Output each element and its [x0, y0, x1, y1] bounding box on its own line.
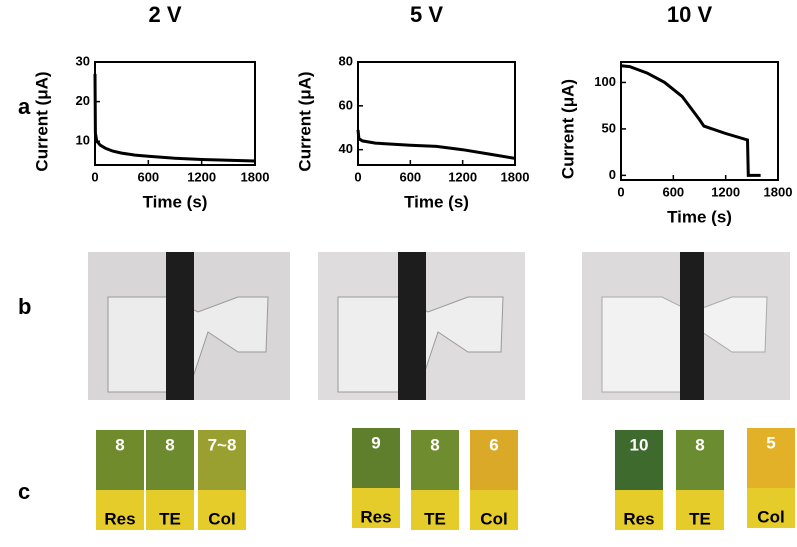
ph-strip: 6 Col [470, 430, 518, 530]
ph-strip: 8 TE [676, 430, 724, 530]
data-line [620, 64, 761, 177]
data-line [93, 73, 256, 163]
strip-name: Res [104, 509, 135, 528]
strip-bottom [411, 490, 459, 530]
ph-strip: 7~8 Col [198, 430, 246, 530]
strip-top [146, 430, 194, 490]
y-tick-label: 60 [339, 97, 353, 112]
x-tick-label: 1200 [448, 169, 477, 184]
strip-bottom [352, 488, 400, 528]
strip-bottom [198, 490, 246, 530]
x-tick-label: 0 [617, 184, 624, 199]
chart-title: 2 V [148, 2, 181, 27]
strip-top [198, 430, 246, 490]
panel-label: b [18, 294, 31, 319]
strip-bottom [615, 490, 663, 530]
ph-strip: 8 TE [146, 430, 194, 530]
strip-value: 8 [430, 435, 439, 454]
strip-value: 10 [630, 435, 649, 454]
x-tick-label: 1200 [187, 169, 216, 184]
strip-name: TE [159, 509, 181, 528]
strip-top [615, 430, 663, 490]
strip-bottom [146, 490, 194, 530]
strip-value: 8 [165, 435, 174, 454]
strip-name: Col [208, 509, 235, 528]
x-axis-label: Time (s) [404, 192, 469, 211]
panel-label: a [18, 94, 31, 119]
strip-name: Col [757, 507, 784, 526]
x-tick-label: 1200 [711, 184, 740, 199]
strip-top [352, 428, 400, 488]
strip-value: 9 [371, 433, 380, 452]
strip-name: Res [360, 507, 391, 526]
ph-strip: 9 Res [352, 428, 400, 528]
x-axis-label: Time (s) [667, 207, 732, 226]
x-tick-label: 1800 [241, 169, 270, 184]
strip-value: 7~8 [208, 435, 237, 454]
strip-bottom [676, 490, 724, 530]
y-tick-label: 30 [76, 53, 90, 68]
y-axis-label: Current (μA) [558, 79, 577, 179]
plot-frame [357, 61, 516, 166]
x-tick-label: 600 [137, 169, 159, 184]
y-tick-label: 100 [594, 74, 616, 89]
x-tick-label: 0 [91, 169, 98, 184]
x-tick-label: 0 [354, 169, 361, 184]
ph-strip: 8 TE [411, 430, 459, 530]
plot-frame [620, 61, 779, 181]
strip-top [676, 430, 724, 490]
strip-name: Res [623, 509, 654, 528]
chart-title: 10 V [667, 2, 713, 27]
data-line [356, 129, 516, 160]
strip-name: TE [689, 509, 711, 528]
ph-strip: 10 Res [615, 430, 663, 530]
ph-strip: 5 Col [747, 428, 795, 528]
x-tick-label: 1800 [501, 169, 530, 184]
plot-frame [94, 61, 256, 166]
strip-bottom [470, 490, 518, 530]
x-tick-label: 600 [399, 169, 421, 184]
strip-top [411, 430, 459, 490]
y-tick-label: 40 [339, 141, 353, 156]
strip-value: 8 [695, 435, 704, 454]
strip-bottom [96, 490, 144, 530]
x-axis-label: Time (s) [143, 192, 208, 211]
strip-name: TE [424, 509, 446, 528]
ph-strip: 8 Res [96, 430, 144, 530]
x-tick-label: 600 [662, 184, 684, 199]
strip-bottom [747, 488, 795, 528]
strip-value: 8 [115, 435, 124, 454]
x-tick-label: 1800 [764, 184, 793, 199]
y-tick-label: 20 [76, 93, 90, 108]
photos [88, 252, 790, 400]
y-tick-label: 80 [339, 53, 353, 68]
y-axis-label: Current (μA) [32, 71, 51, 171]
y-tick-label: 0 [609, 167, 616, 182]
y-axis-label: Current (μA) [295, 71, 314, 171]
strip-top [747, 428, 795, 488]
strip-top [470, 430, 518, 490]
strip-name: Col [480, 509, 507, 528]
strip-top [96, 430, 144, 490]
strip-value: 5 [766, 433, 775, 452]
y-tick-label: 10 [76, 133, 90, 148]
y-tick-label: 50 [602, 120, 616, 135]
chart-title: 5 V [410, 2, 443, 27]
panel-label: c [18, 479, 30, 504]
strip-value: 6 [489, 435, 498, 454]
